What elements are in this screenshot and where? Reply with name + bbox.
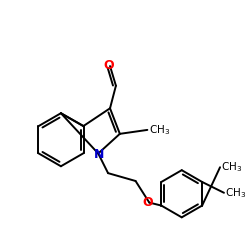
Text: CH$_3$: CH$_3$ (225, 186, 246, 200)
Text: O: O (104, 58, 114, 71)
Text: CH$_3$: CH$_3$ (149, 123, 171, 137)
Text: CH$_3$: CH$_3$ (221, 160, 242, 174)
Text: N: N (94, 148, 104, 161)
Text: O: O (142, 196, 153, 209)
